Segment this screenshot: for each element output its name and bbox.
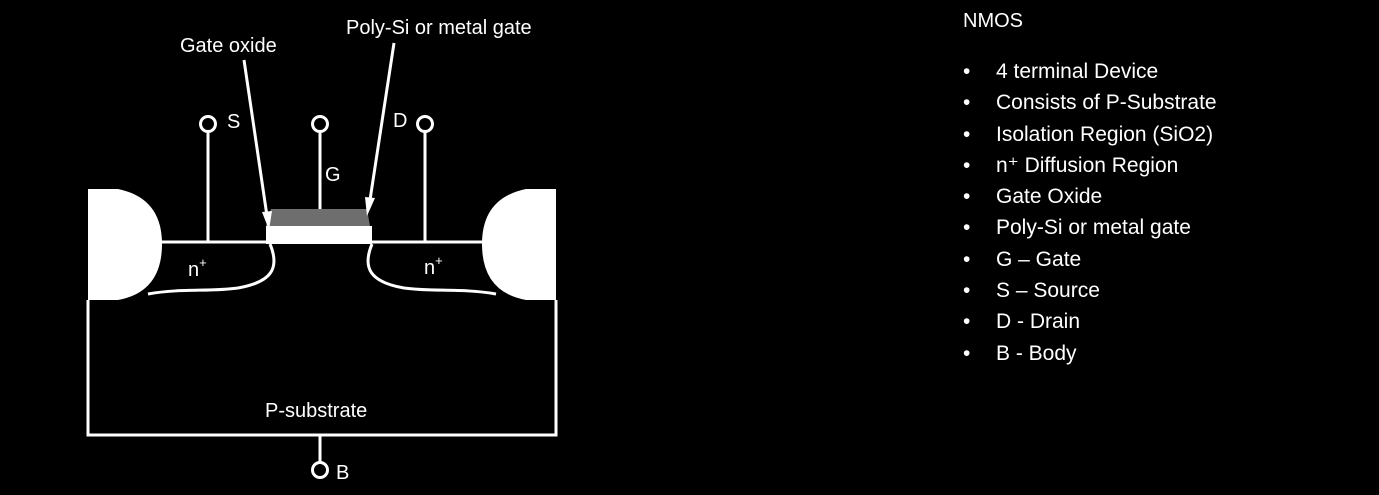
bullet-icon: • <box>963 153 971 177</box>
n-plus-source-boundary <box>147 243 276 296</box>
bullet-icon: • <box>963 91 971 115</box>
source-terminal-node <box>199 115 217 133</box>
list-item: • Gate Oxide <box>963 181 1363 212</box>
list-item: • 4 terminal Device <box>963 56 1363 87</box>
isolation-region-left <box>88 189 162 300</box>
gate-oxide-pointer-head <box>262 211 272 230</box>
bullet-icon: • <box>963 310 971 334</box>
bullet-icon: • <box>963 60 971 83</box>
bullet-icon: • <box>963 185 971 209</box>
list-item-label: Consists of P-Substrate <box>996 91 1217 115</box>
drain-terminal-node <box>416 115 434 133</box>
panel-title: NMOS <box>963 10 1023 32</box>
n-plus-drain-label: n+ <box>424 253 443 279</box>
list-item: • Poly-Si or metal gate <box>963 212 1363 243</box>
list-item-label: S – Source <box>996 279 1100 303</box>
isolation-region-right <box>482 189 556 300</box>
list-item-label: Poly-Si or metal gate <box>996 216 1191 240</box>
gate-material-label: Poly-Si or metal gate <box>346 17 532 39</box>
gate-oxide-label: Gate oxide <box>180 35 277 57</box>
list-item-label: D - Drain <box>996 310 1081 334</box>
nmos-cross-section-diagram: Gate oxide Poly-Si or metal gate S G D B… <box>86 17 558 484</box>
gate-terminal-node <box>311 115 329 133</box>
gate-material-pointer <box>368 42 396 201</box>
list-item-label: n⁺ Diffusion Region <box>996 153 1179 177</box>
source-label: S <box>227 111 240 133</box>
n-plus-drain-boundary <box>366 243 497 296</box>
list-item: • S – Source <box>963 275 1363 306</box>
list-item-label: 4 terminal Device <box>996 60 1159 83</box>
feature-list: • 4 terminal Device • Consists of P-Substr… <box>963 56 1363 369</box>
gate-electrode <box>266 209 370 226</box>
substrate-outline <box>86 300 558 437</box>
substrate-label: P-substrate <box>265 400 367 422</box>
list-item-label: Isolation Region (SiO2) <box>996 122 1214 146</box>
gate-material-pointer-head <box>365 197 375 216</box>
body-terminal-node <box>311 461 329 479</box>
list-item: • B - Body <box>963 338 1363 369</box>
n-plus-source-label: n+ <box>188 255 207 281</box>
list-item: • Consists of P-Substrate <box>963 87 1363 118</box>
bullet-icon: • <box>963 341 971 365</box>
bullet-icon: • <box>963 216 971 240</box>
list-item: • G – Gate <box>963 244 1363 275</box>
list-item: • n⁺ Diffusion Region <box>963 150 1363 181</box>
nmos-info-panel: NMOS • 4 terminal Device • Consists of P-S… <box>963 8 1363 369</box>
list-item-label: B - Body <box>996 341 1077 365</box>
bullet-icon: • <box>963 279 971 303</box>
gate-oxide-pointer <box>242 59 269 217</box>
list-item: • Isolation Region (SiO2) <box>963 119 1363 150</box>
list-item: • D - Drain <box>963 306 1363 337</box>
gate-oxide-layer <box>266 226 372 244</box>
gate-label: G <box>325 164 341 186</box>
drain-label: D <box>393 110 407 132</box>
bullet-icon: • <box>963 247 971 271</box>
list-item-label: G – Gate <box>996 247 1082 271</box>
bullet-icon: • <box>963 122 971 146</box>
list-item-label: Gate Oxide <box>996 185 1103 209</box>
body-label: B <box>336 462 349 484</box>
